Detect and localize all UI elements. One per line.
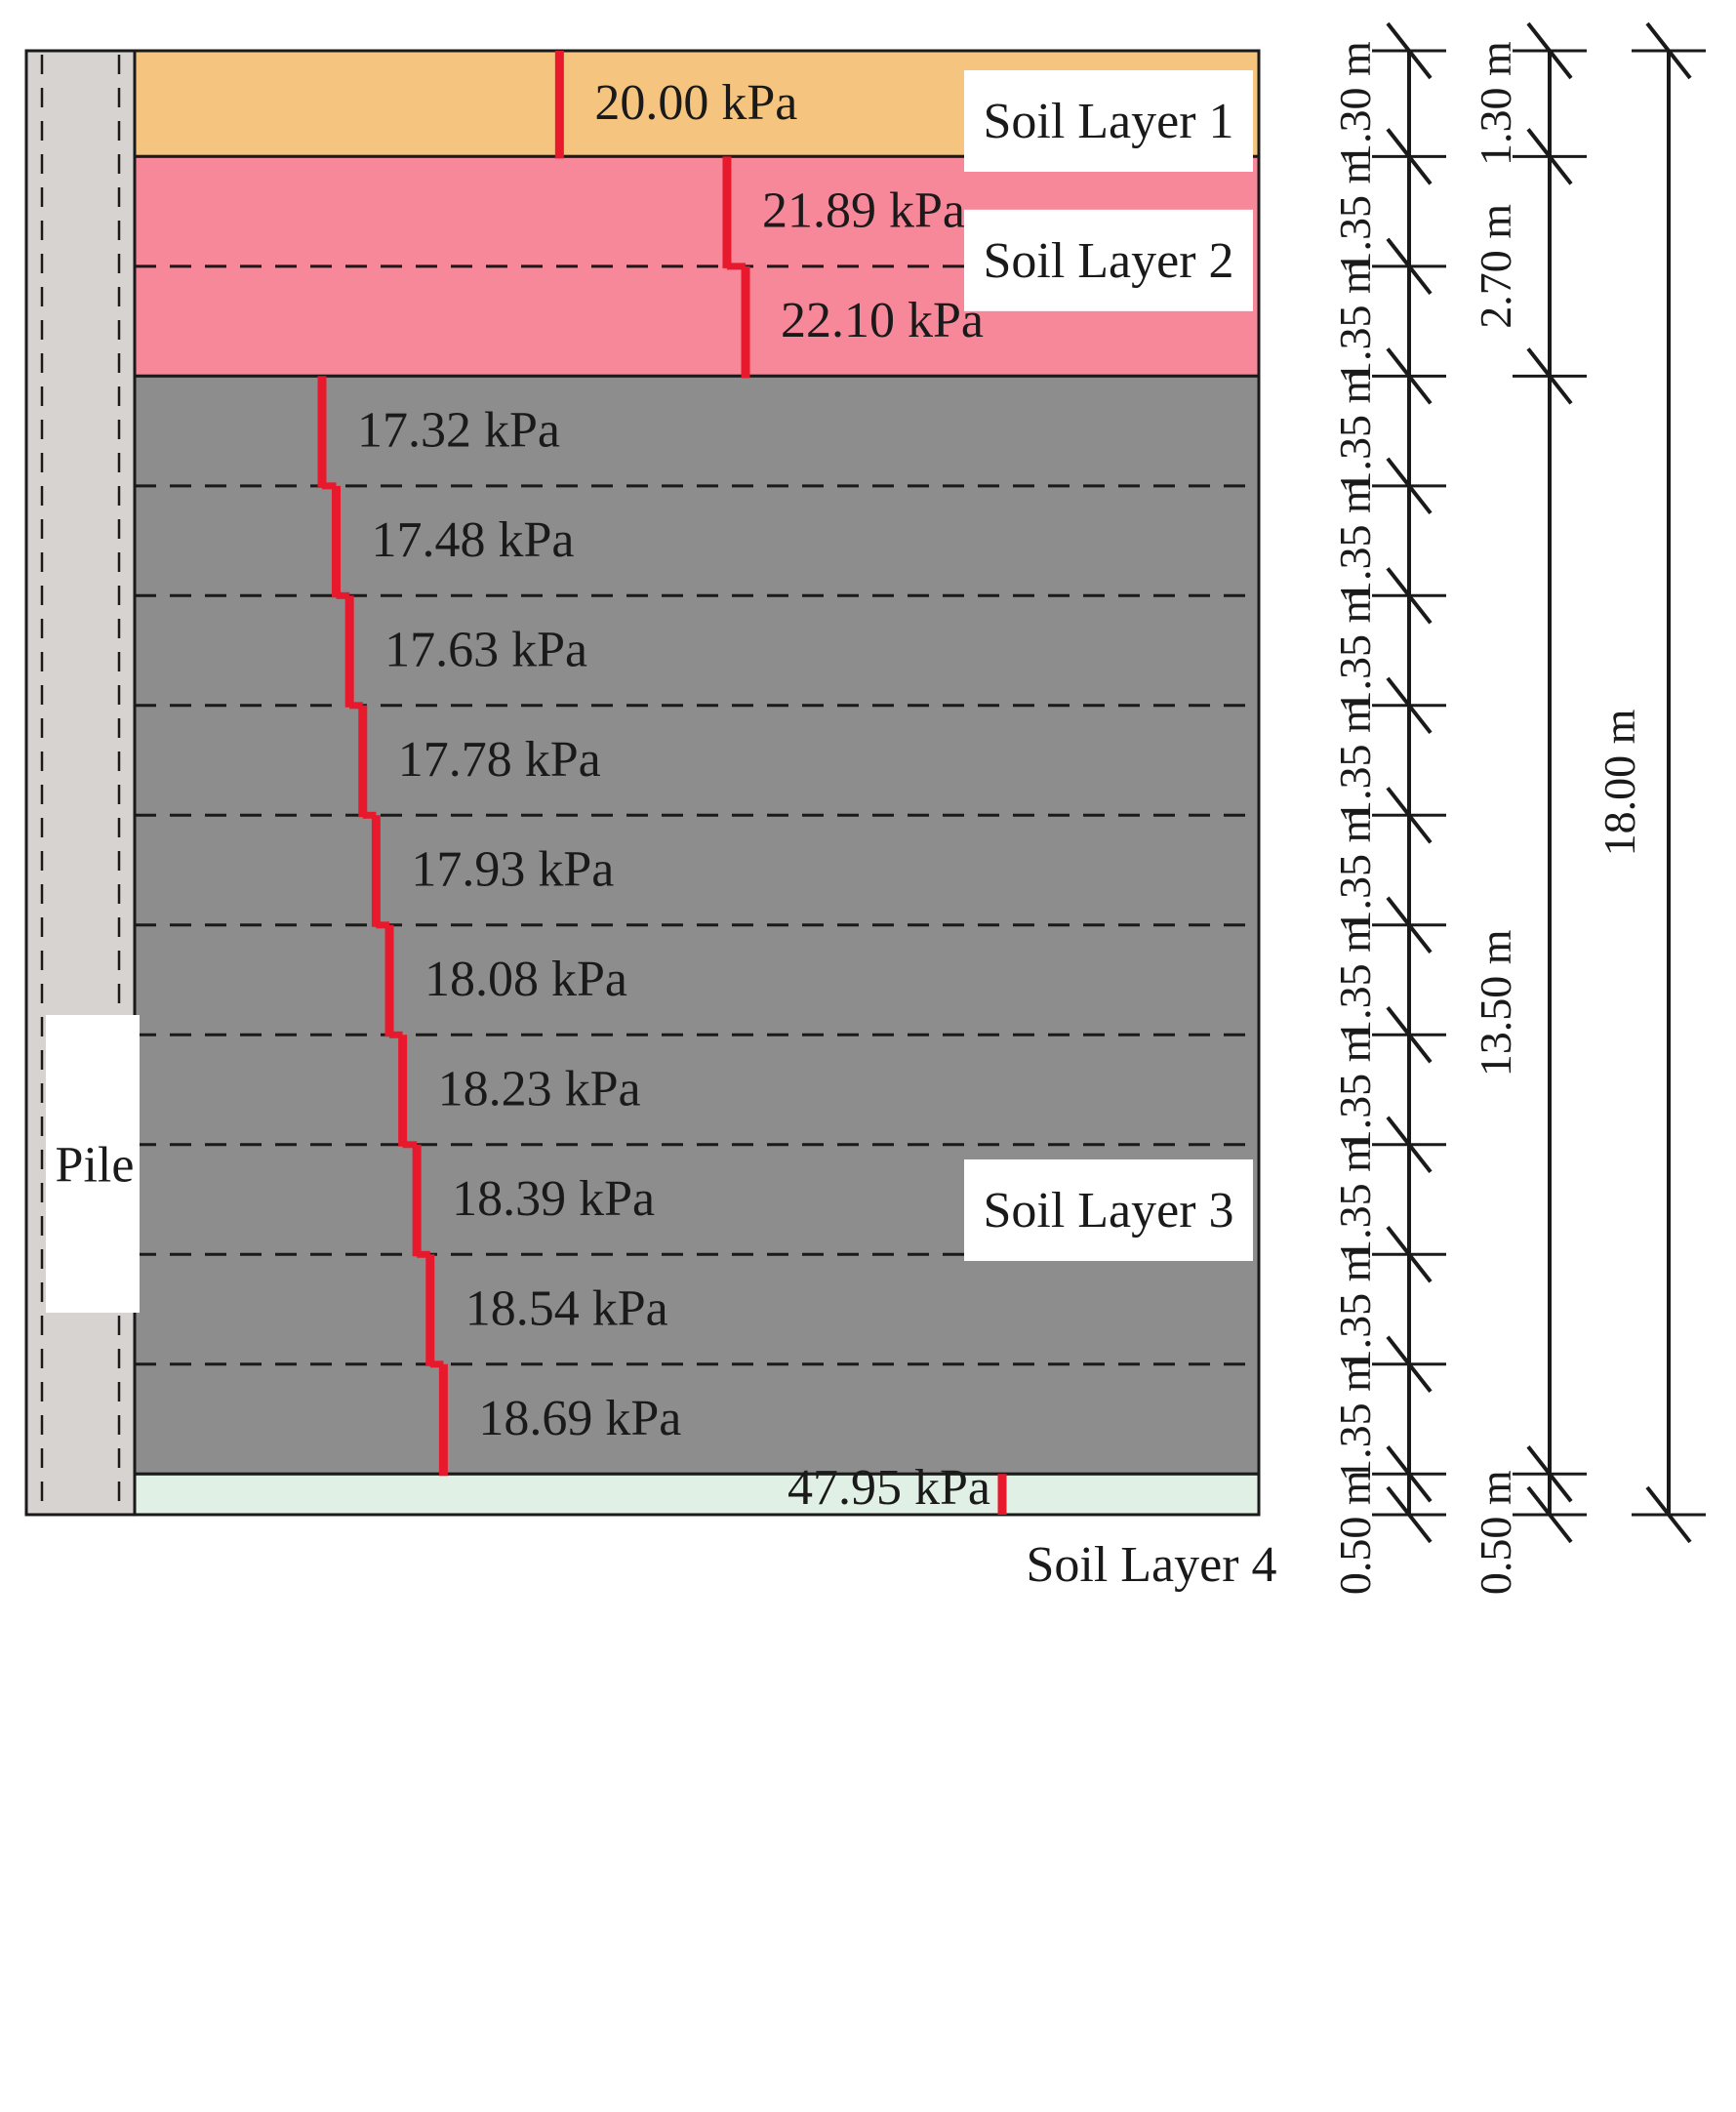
dimension-label: 2.70 m <box>1471 204 1520 329</box>
dimension-label: 1.35 m <box>1330 368 1380 493</box>
dimension-label: 1.35 m <box>1330 917 1380 1042</box>
stress-value-label: 18.39 kPa <box>452 1171 655 1227</box>
layer-name-box <box>964 1159 1253 1261</box>
dimension-label: 1.35 m <box>1330 807 1380 932</box>
dimension-label: 0.50 m <box>1471 1470 1520 1595</box>
dimension-label: 1.30 m <box>1471 41 1520 166</box>
stress-value-label: 17.63 kPa <box>384 623 587 678</box>
stress-value-label: 18.23 kPa <box>438 1062 641 1117</box>
dimension-label: 1.35 m <box>1330 1357 1380 1482</box>
stress-value-label: 18.69 kPa <box>478 1391 681 1446</box>
stress-value-label: 22.10 kPa <box>781 293 984 348</box>
stress-value-label: 17.32 kPa <box>357 403 560 459</box>
stress-value-label: 17.48 kPa <box>372 512 575 568</box>
stress-value-label: 47.95 kPa <box>787 1460 990 1516</box>
layer-name-label: Soil Layer 1 <box>983 94 1233 149</box>
soil-layer-4-region <box>133 1472 1261 1517</box>
dimension-label: 1.35 m <box>1330 1137 1380 1262</box>
stress-value-label: 20.00 kPa <box>594 75 797 131</box>
layer-name-label: Soil Layer 3 <box>983 1183 1233 1239</box>
dimension-label: 1.35 m <box>1330 1246 1380 1371</box>
stress-value-label: 17.93 kPa <box>411 842 614 898</box>
dimension-label: 1.35 m <box>1330 478 1380 603</box>
dimension-label: 1.35 m <box>1330 698 1380 823</box>
dimension-label: 0.50 m <box>1330 1470 1380 1595</box>
dimension-label: 1.35 m <box>1330 148 1380 273</box>
pile-label: Pile <box>56 1138 135 1194</box>
layer-name-label: Soil Layer 2 <box>983 233 1233 289</box>
layer-name-box <box>964 70 1253 172</box>
layer-name-box <box>964 209 1253 311</box>
stress-value-label: 17.78 kPa <box>398 732 601 788</box>
stress-value-label: 18.54 kPa <box>465 1281 668 1337</box>
dimension-label: 1.30 m <box>1330 41 1380 166</box>
dimension-label: 1.35 m <box>1330 259 1380 384</box>
dimension-label: 13.50 m <box>1471 929 1520 1076</box>
stress-value-label: 18.08 kPa <box>424 952 627 1007</box>
dimension-label: 1.35 m <box>1330 588 1380 712</box>
layer-name-label: Soil Layer 4 <box>1026 1537 1276 1593</box>
dimension-label: 18.00 m <box>1595 709 1644 856</box>
stress-value-label: 21.89 kPa <box>762 183 965 239</box>
pile-label-box <box>46 1015 140 1313</box>
dimension-label: 1.35 m <box>1330 1027 1380 1152</box>
